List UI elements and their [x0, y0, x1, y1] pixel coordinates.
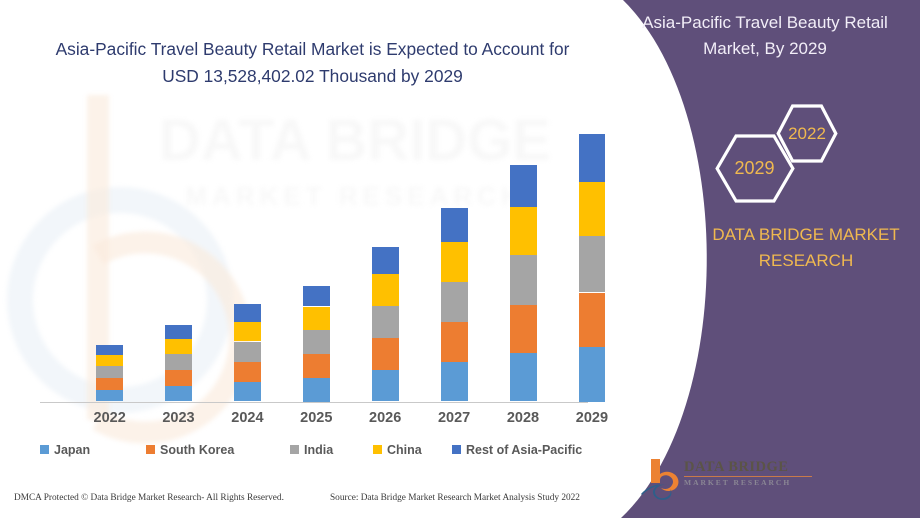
- svg-text:MARKET RESEARCH: MARKET RESEARCH: [185, 181, 524, 211]
- svg-text:DATA BRIDGE: DATA BRIDGE: [159, 108, 551, 173]
